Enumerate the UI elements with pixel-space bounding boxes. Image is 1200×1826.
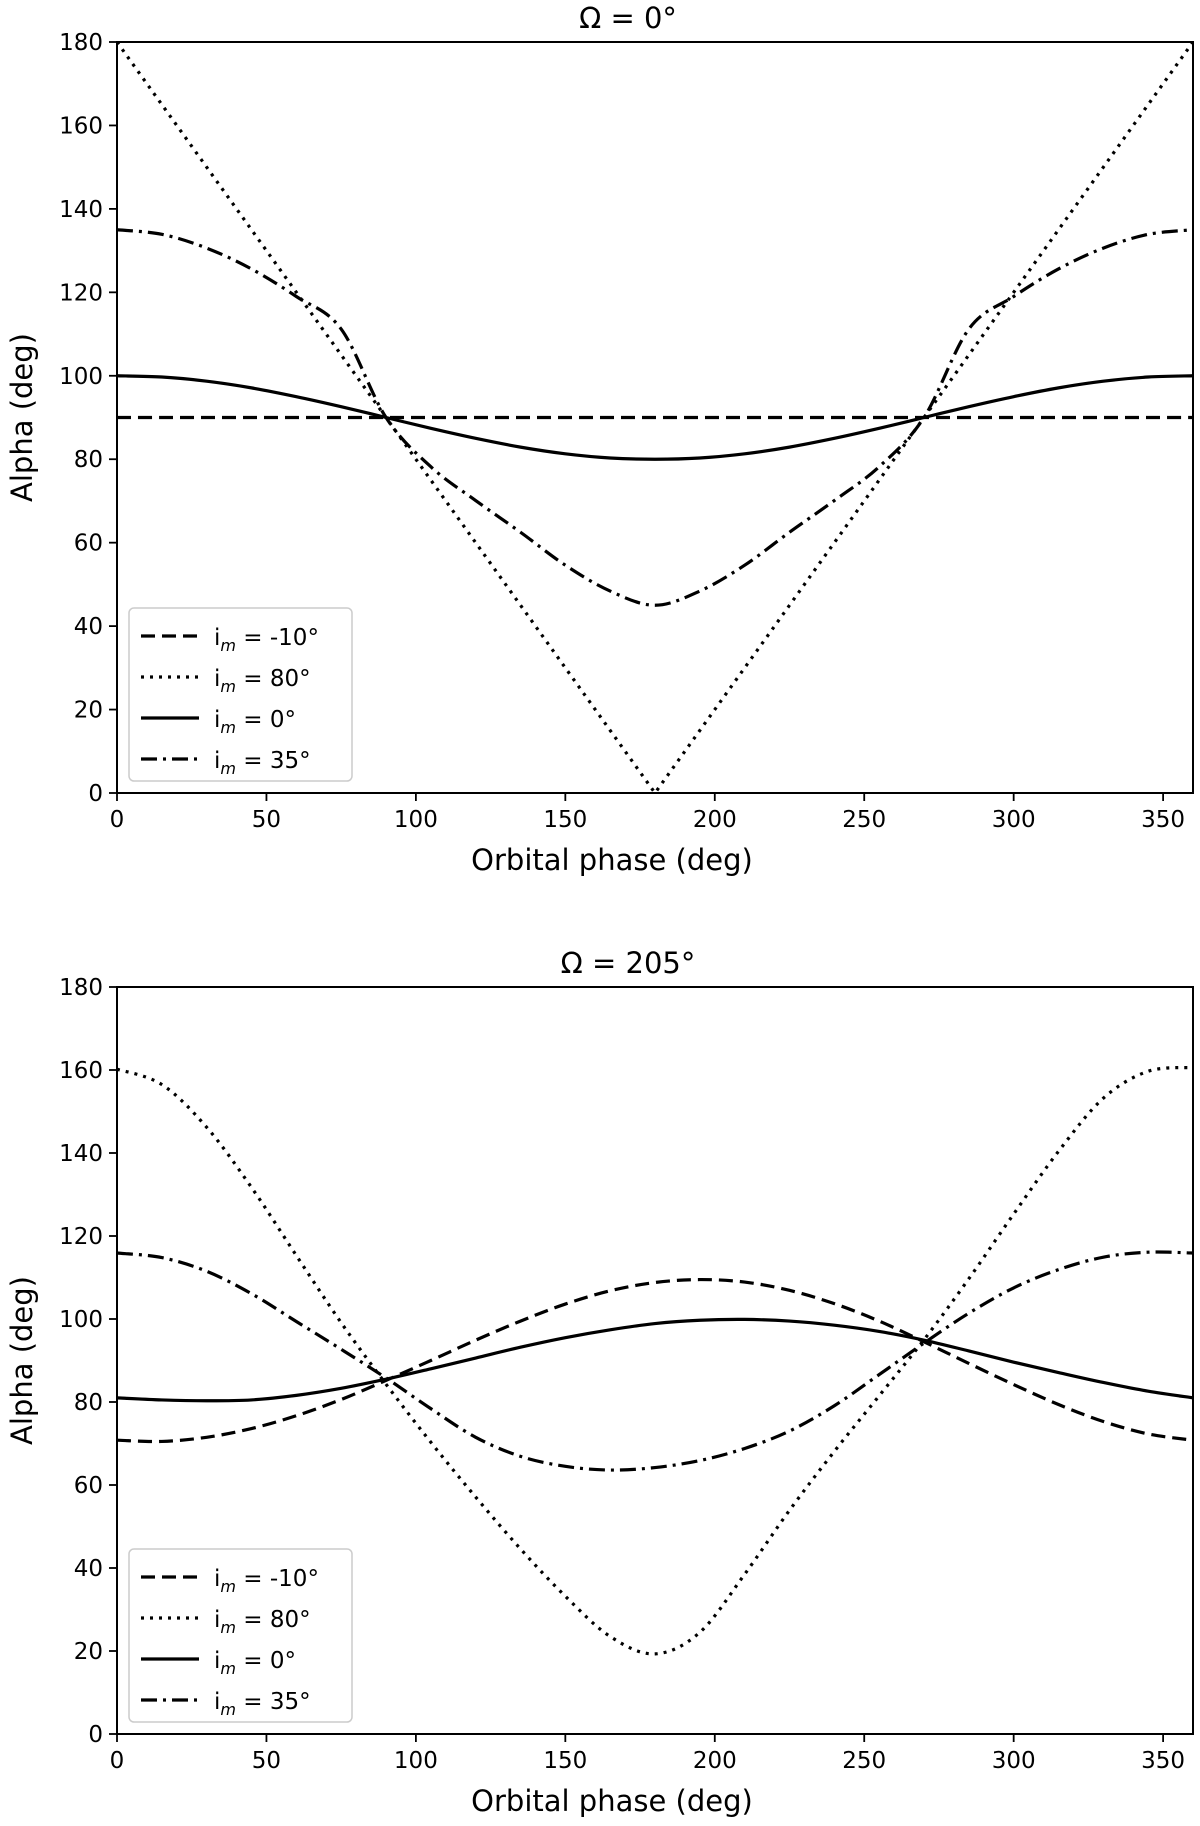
y-tick-label: 40 (74, 1556, 103, 1582)
x-tick-label: 200 (693, 1748, 737, 1774)
legend-box (128, 1548, 353, 1723)
legend-label: im = -10° (214, 1566, 319, 1596)
x-tick-label: 150 (543, 807, 587, 833)
legend-label: im = 35° (214, 748, 311, 778)
series-line-solid (117, 1317, 1193, 1403)
y-tick-label: 160 (59, 113, 103, 139)
legend-label: im = 0° (214, 1648, 296, 1678)
chart-panel-1: 0 50 100 150 200 250 300 350 0 20 40 60 80 100 120 140 1… (5, 1, 1194, 877)
legend-label: im = 80° (214, 666, 311, 696)
y-tick-label: 140 (59, 1141, 103, 1167)
legend-label: im = 0° (214, 707, 296, 737)
y-tick-label: 160 (59, 1058, 103, 1084)
chart-panel-2: 0 50 100 150 200 250 300 350 0 20 40 60 80 100 120 140 1… (5, 946, 1194, 1818)
series-line-dashdot (117, 1250, 1193, 1472)
y-tick-label: 120 (59, 1224, 103, 1250)
series-line-dashdot (117, 228, 1193, 607)
y-tick-label: 40 (74, 614, 103, 640)
y-tick-label: 20 (74, 1639, 103, 1665)
x-tick-label: 250 (842, 807, 886, 833)
series-line-dashed (117, 1277, 1193, 1444)
y-tick-label: 180 (59, 975, 103, 1001)
x-tick-label: 100 (394, 807, 438, 833)
y-tick-label: 180 (59, 30, 103, 56)
y-tick-label: 140 (59, 197, 103, 223)
y-tick-label: 100 (59, 1307, 103, 1333)
legend-label: im = 35° (214, 1689, 311, 1719)
series-group (117, 1065, 1193, 1656)
series-line-solid (117, 374, 1193, 461)
series-group (117, 42, 1193, 793)
x-axis-label: Orbital phase (deg) (471, 1784, 753, 1818)
x-tick-label: 0 (110, 1748, 125, 1774)
y-tick-label: 80 (74, 447, 103, 473)
x-tick-label: 300 (992, 807, 1036, 833)
y-tick-label: 0 (88, 1722, 103, 1748)
axes-frame (116, 986, 1194, 1735)
y-tick-label: 80 (74, 1390, 103, 1416)
x-tick-label: 350 (1141, 1748, 1185, 1774)
series-line-dotted (117, 1065, 1193, 1656)
y-tick-label: 120 (59, 280, 103, 306)
legend-box (128, 607, 353, 782)
x-tick-label: 250 (842, 1748, 886, 1774)
legend-label: im = -10° (214, 625, 319, 655)
x-tick-label: 300 (992, 1748, 1036, 1774)
y-tick-label: 60 (74, 531, 103, 557)
x-tick-label: 50 (252, 1748, 281, 1774)
axes-frame (116, 41, 1194, 794)
x-tick-label: 200 (693, 807, 737, 833)
y-axis-label: Alpha (deg) (5, 1276, 39, 1445)
x-tick-label: 350 (1141, 807, 1185, 833)
y-tick-label: 20 (74, 698, 103, 724)
x-tick-label: 100 (394, 1748, 438, 1774)
y-tick-label: 100 (59, 364, 103, 390)
x-tick-label: 150 (543, 1748, 587, 1774)
y-tick-label: 0 (88, 781, 103, 807)
x-axis-label: Orbital phase (deg) (471, 843, 753, 877)
chart-title: Ω = 205° (561, 946, 696, 980)
chart-title: Ω = 0° (579, 1, 677, 35)
y-tick-label: 60 (74, 1473, 103, 1499)
legend-label: im = 80° (214, 1607, 311, 1637)
x-tick-label: 50 (252, 807, 281, 833)
y-axis-label: Alpha (deg) (5, 333, 39, 502)
series-line-dotted (117, 42, 1193, 793)
x-tick-label: 0 (110, 807, 125, 833)
legend: im = -10° im = 80° im = 0° im = 35° (128, 607, 353, 782)
legend: im = -10° im = 80° im = 0° im = 35° (128, 1548, 353, 1723)
